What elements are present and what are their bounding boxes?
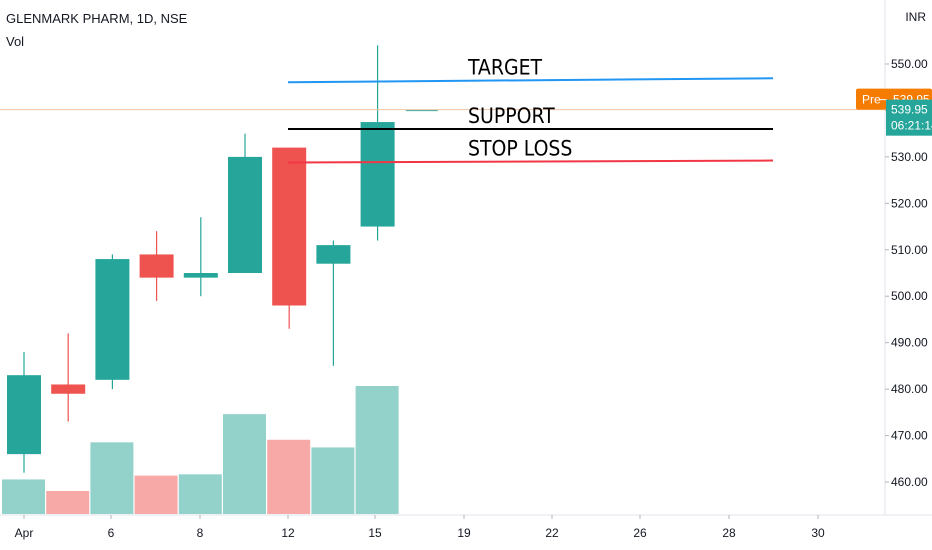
- last-price-tag[interactable]: [886, 99, 932, 136]
- time-tick-label: 6: [108, 526, 115, 540]
- support-label[interactable]: SUPPORT: [468, 104, 555, 128]
- volume-bar[interactable]: [178, 474, 222, 514]
- target-label[interactable]: TARGET: [467, 55, 543, 79]
- time-tick-label: 30: [811, 526, 825, 540]
- pre-label: Pre: [862, 93, 881, 107]
- currency-badge[interactable]: INR: [905, 10, 926, 24]
- volume-bar[interactable]: [355, 386, 399, 514]
- price-tick-label: 470.00: [891, 429, 928, 443]
- volume-bar[interactable]: [90, 442, 134, 514]
- price-tick-label: 530.00: [891, 150, 928, 164]
- volume-bar[interactable]: [267, 439, 311, 514]
- price-tick-label: 500.00: [891, 289, 928, 303]
- candle-body[interactable]: [183, 273, 218, 278]
- candle-body[interactable]: [51, 384, 86, 394]
- volume-bar[interactable]: [46, 490, 90, 514]
- price-tick-label: 510.00: [891, 243, 928, 257]
- price-tick-label: 520.00: [891, 196, 928, 210]
- candle-body[interactable]: [228, 156, 262, 273]
- time-tick-label: 22: [545, 526, 559, 540]
- volume-bar[interactable]: [223, 414, 266, 514]
- candle-body[interactable]: [316, 245, 351, 264]
- last-price-value: 539.95: [891, 103, 928, 117]
- price-tick-label: 550.00: [891, 57, 928, 71]
- stop-loss-line[interactable]: [287, 159, 774, 164]
- price-tick-label: 460.00: [891, 475, 928, 489]
- price-tick-label: 490.00: [891, 336, 928, 350]
- target-line[interactable]: [287, 77, 774, 84]
- time-tick-label: 12: [281, 526, 295, 540]
- candle-body[interactable]: [360, 122, 395, 227]
- stop-loss-label[interactable]: STOP LOSS: [468, 137, 572, 161]
- volume-bar[interactable]: [134, 475, 178, 514]
- candle-body[interactable]: [7, 375, 41, 455]
- time-tick-label: Apr: [15, 526, 34, 540]
- time-tick-label: 26: [633, 526, 647, 540]
- candle-body[interactable]: [272, 147, 307, 306]
- time-tick-label: 28: [722, 526, 736, 540]
- price-tick-label: 480.00: [891, 382, 928, 396]
- time-tick-label: 15: [368, 526, 382, 540]
- volume-legend[interactable]: Vol: [6, 34, 25, 49]
- volume-bar[interactable]: [2, 479, 45, 514]
- candle-body[interactable]: [139, 254, 174, 278]
- time-tick-label: 19: [457, 526, 471, 540]
- volume-bar[interactable]: [311, 447, 355, 514]
- symbol-legend[interactable]: GLENMARK PHARM, 1D, NSE: [6, 11, 188, 26]
- candle-body[interactable]: [95, 259, 130, 380]
- time-tick-label: 8: [197, 526, 204, 540]
- bar-countdown: 06:21:14: [891, 119, 932, 133]
